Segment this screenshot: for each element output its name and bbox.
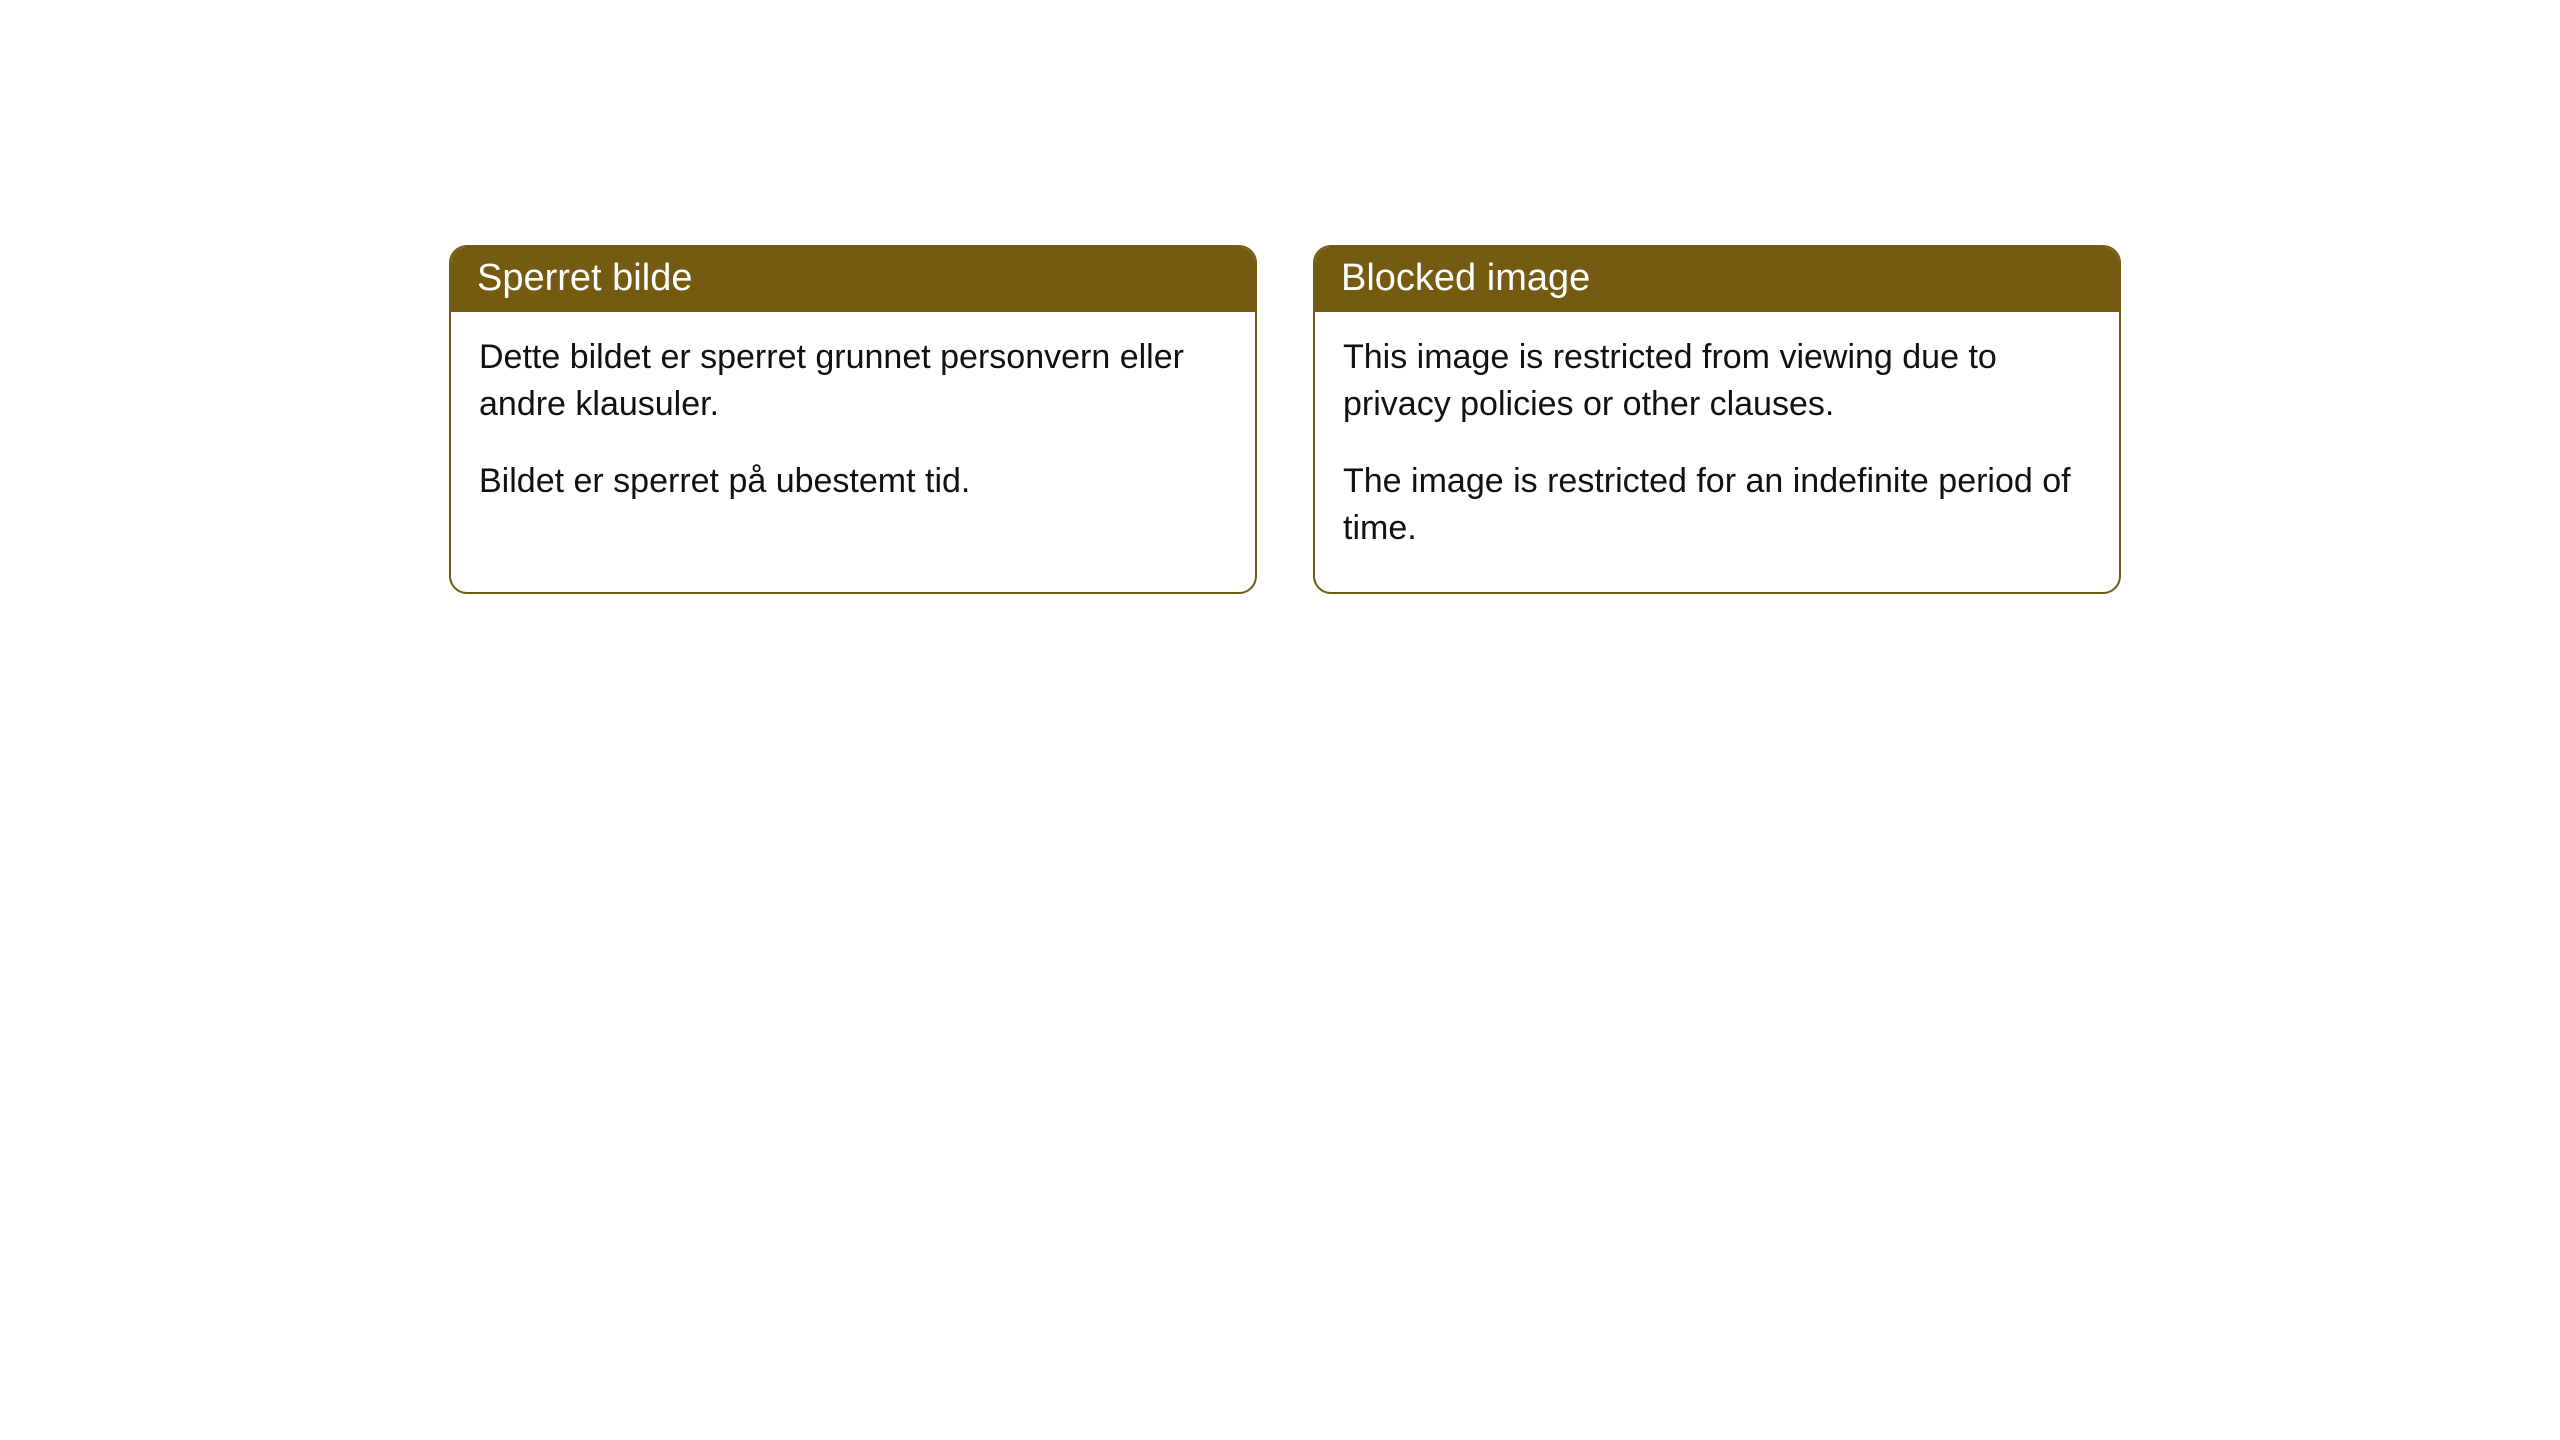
card-header: Sperret bilde [451, 247, 1255, 312]
card-paragraph: Bildet er sperret på ubestemt tid. [479, 458, 1227, 505]
card-paragraph: Dette bildet er sperret grunnet personve… [479, 334, 1227, 428]
card-header: Blocked image [1315, 247, 2119, 312]
card-body: Dette bildet er sperret grunnet personve… [451, 312, 1255, 545]
cards-container: Sperret bilde Dette bildet er sperret gr… [0, 0, 2560, 594]
card-paragraph: This image is restricted from viewing du… [1343, 334, 2091, 428]
card-paragraph: The image is restricted for an indefinit… [1343, 458, 2091, 552]
blocked-image-card-no: Sperret bilde Dette bildet er sperret gr… [449, 245, 1257, 594]
blocked-image-card-en: Blocked image This image is restricted f… [1313, 245, 2121, 594]
card-body: This image is restricted from viewing du… [1315, 312, 2119, 592]
